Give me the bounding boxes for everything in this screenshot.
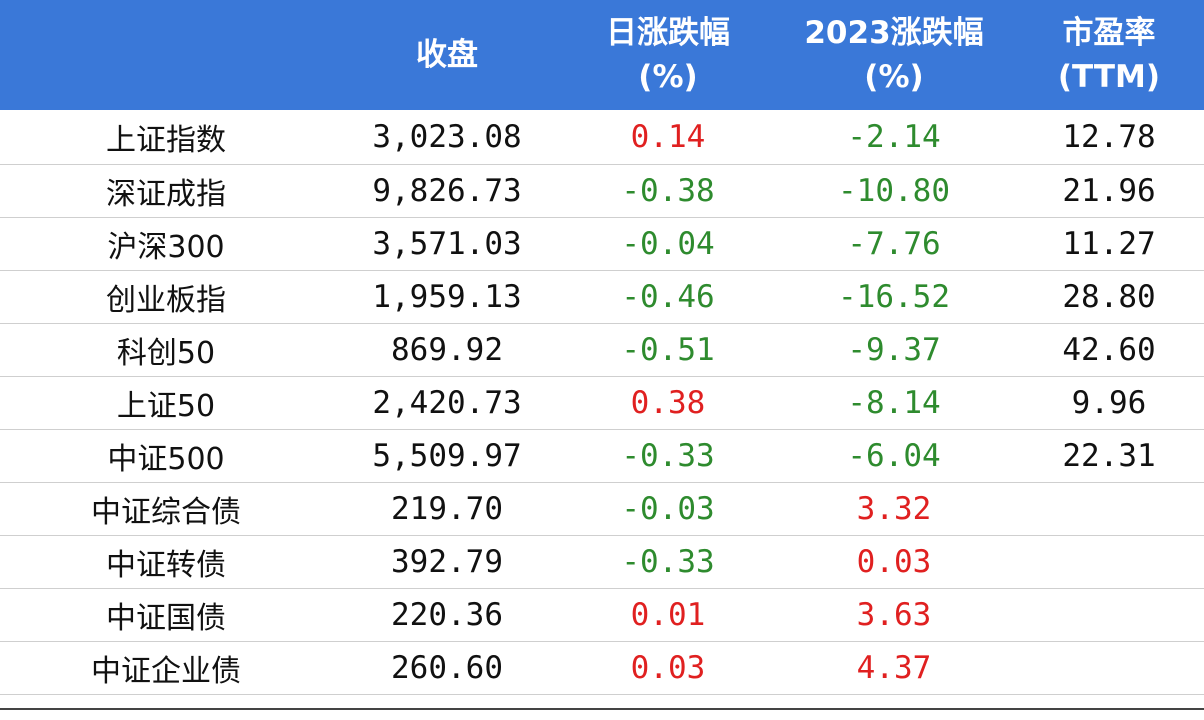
row-name: 中证国债 [106,601,226,636]
table-row: 深证成指 9,826.73 -0.38 -10.80 21.96 [0,165,1204,218]
row-ytd-change: -9.37 [847,332,941,368]
row-name: 上证指数 [106,123,226,158]
row-daily-change: -0.03 [621,491,715,527]
table-row: 上证50 2,420.73 0.38 -8.14 9.96 [0,377,1204,430]
row-name: 沪深300 [107,230,225,265]
header-ytd-change-unit: (%) [864,59,924,95]
row-name: 中证转债 [106,548,226,583]
row-close: 392.79 [391,544,503,580]
row-daily-change: 0.01 [630,597,706,633]
table-row: 中证综合债 219.70 -0.03 3.32 [0,483,1204,536]
row-close: 3,023.08 [372,119,522,155]
row-close: 2,420.73 [372,385,522,421]
header-daily-change: 日涨跌幅 (%) [562,11,774,99]
row-pe: 28.80 [1062,279,1156,315]
row-close: 5,509.97 [372,438,522,474]
row-ytd-change: 3.32 [856,491,932,527]
table-bottom-border [0,708,1204,710]
header-pe-label: 市盈率 [1062,15,1156,51]
index-table: 收盘 日涨跌幅 (%) 2023涨跌幅 (%) 市盈率 (TTM) 上证指数 3,… [0,0,1204,695]
row-daily-change: 0.38 [630,385,706,421]
table-row: 创业板指 1,959.13 -0.46 -16.52 28.80 [0,271,1204,324]
row-daily-change: 0.14 [630,119,706,155]
header-daily-change-unit: (%) [638,59,698,95]
row-ytd-change: 4.37 [856,650,932,686]
row-pe: 12.78 [1062,119,1156,155]
row-ytd-change: -6.04 [847,438,941,474]
row-ytd-change: -2.14 [847,119,941,155]
header-ytd-change-label: 2023涨跌幅 [804,15,984,51]
row-ytd-change: -7.76 [847,226,941,262]
row-name: 中证企业债 [91,654,241,689]
table-row: 中证500 5,509.97 -0.33 -6.04 22.31 [0,430,1204,483]
row-close: 869.92 [391,332,503,368]
row-close: 9,826.73 [372,173,522,209]
row-name: 中证综合债 [91,495,241,530]
row-ytd-change: -10.80 [838,173,950,209]
row-daily-change: -0.33 [621,438,715,474]
table-row: 中证国债 220.36 0.01 3.63 [0,589,1204,642]
row-close: 3,571.03 [372,226,522,262]
row-daily-change: -0.51 [621,332,715,368]
table-header: 收盘 日涨跌幅 (%) 2023涨跌幅 (%) 市盈率 (TTM) [0,0,1204,110]
row-name: 创业板指 [106,283,226,318]
header-daily-change-label: 日涨跌幅 [606,15,730,51]
table-row: 沪深300 3,571.03 -0.04 -7.76 11.27 [0,218,1204,271]
header-close-label: 收盘 [416,37,478,73]
table-row: 中证企业债 260.60 0.03 4.37 [0,642,1204,695]
table-row: 科创50 869.92 -0.51 -9.37 42.60 [0,324,1204,377]
row-daily-change: -0.46 [621,279,715,315]
row-daily-change: -0.33 [621,544,715,580]
row-pe: 11.27 [1062,226,1156,262]
header-close: 收盘 [332,33,562,77]
row-pe: 42.60 [1062,332,1156,368]
row-name: 上证50 [116,389,216,424]
row-close: 220.36 [391,597,503,633]
row-ytd-change: 3.63 [856,597,932,633]
header-ytd-change: 2023涨跌幅 (%) [774,11,1014,99]
row-close: 260.60 [391,650,503,686]
row-close: 219.70 [391,491,503,527]
row-pe: 9.96 [1071,385,1147,421]
row-daily-change: 0.03 [630,650,706,686]
row-daily-change: -0.04 [621,226,715,262]
row-close: 1,959.13 [372,279,522,315]
row-name: 中证500 [107,442,225,477]
table-row: 上证指数 3,023.08 0.14 -2.14 12.78 [0,110,1204,165]
row-ytd-change: -16.52 [838,279,950,315]
row-pe: 21.96 [1062,173,1156,209]
row-name: 深证成指 [106,177,226,212]
header-pe-unit: (TTM) [1057,59,1161,95]
row-daily-change: -0.38 [621,173,715,209]
table-body: 上证指数 3,023.08 0.14 -2.14 12.78 深证成指 9,826.73 -0… [0,110,1204,695]
row-ytd-change: -8.14 [847,385,941,421]
table-row: 中证转债 392.79 -0.33 0.03 [0,536,1204,589]
row-ytd-change: 0.03 [856,544,932,580]
row-pe: 22.31 [1062,438,1156,474]
row-name: 科创50 [116,336,216,371]
header-pe: 市盈率 (TTM) [1014,11,1204,99]
